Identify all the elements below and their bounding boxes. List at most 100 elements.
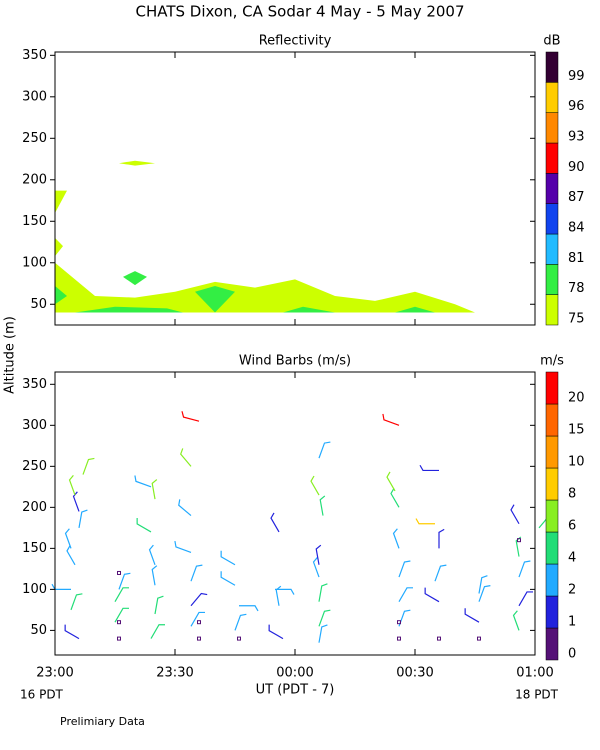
colorbar-tick-label: 6 xyxy=(568,519,576,534)
x-tick-label: 00:30 xyxy=(396,666,433,681)
colorbar-tick-label: 81 xyxy=(568,251,585,266)
wind-barb xyxy=(478,585,491,602)
wind-barb xyxy=(318,624,328,643)
wind-barb xyxy=(220,550,236,566)
y-tick-label: 50 xyxy=(30,297,47,312)
colorbar-tick-label: 8 xyxy=(568,487,576,502)
colorbar-tick-label: 87 xyxy=(568,190,585,205)
wind-barb xyxy=(434,564,447,582)
colorbar-box xyxy=(545,173,559,204)
plot-frame xyxy=(54,371,536,656)
colorbar-box xyxy=(545,467,559,501)
wind-barb xyxy=(220,571,236,586)
x-axis-label: UT (PDT - 7) xyxy=(256,683,335,698)
colorbar-tick-label: 75 xyxy=(568,312,585,327)
colorbar-tick-label: 1 xyxy=(568,615,576,630)
contour-area xyxy=(55,237,63,257)
colorbar-box xyxy=(545,371,559,405)
wind-barb xyxy=(181,411,200,422)
wind-barb xyxy=(386,471,396,492)
wind-barb xyxy=(134,475,152,488)
colorbar-box xyxy=(545,264,559,295)
wind-barb xyxy=(154,595,164,615)
wind-barb xyxy=(118,572,131,590)
colorbar-tick-label: 10 xyxy=(568,455,585,470)
wind-barb xyxy=(234,613,247,631)
colorbar-box xyxy=(545,233,559,265)
wind-barb xyxy=(510,504,520,525)
y-axis-label: Altitude (m) xyxy=(3,316,18,394)
y-tick-label: 250 xyxy=(22,131,47,146)
y-tick-label: 300 xyxy=(22,418,47,433)
calm-marker xyxy=(237,636,241,641)
panel-title: Reflectivity xyxy=(259,34,332,49)
colorbar-tick-label: 96 xyxy=(568,99,585,114)
wind-barb xyxy=(68,475,76,496)
calm-marker xyxy=(197,636,201,641)
colorbar-tick-label: 20 xyxy=(568,391,585,406)
colorbar-tick-label: 2 xyxy=(568,583,576,598)
y-tick-label: 50 xyxy=(30,623,47,638)
y-tick-label: 150 xyxy=(22,214,47,229)
wind-barb xyxy=(478,575,488,594)
calm-marker xyxy=(117,620,121,625)
colorbar-label: dB xyxy=(543,34,560,49)
wind-barb xyxy=(315,544,322,565)
colorbar-tick-label: 0 xyxy=(568,647,576,662)
y-tick-label: 300 xyxy=(22,89,47,104)
wind-barb xyxy=(190,564,203,582)
contour-area xyxy=(119,160,155,166)
contour-area xyxy=(55,190,67,213)
wind-barb xyxy=(70,593,83,611)
colorbar-box xyxy=(545,403,559,437)
x-tick-label: 00:00 xyxy=(276,666,313,681)
wind-barb xyxy=(190,592,208,607)
wind-barb xyxy=(82,457,95,475)
page-title: CHATS Dixon, CA Sodar 4 May - 5 May 2007 xyxy=(135,3,464,21)
contour-area xyxy=(55,262,475,313)
colorbar-box xyxy=(545,595,559,629)
calm-marker xyxy=(517,538,521,543)
y-tick-label: 250 xyxy=(22,459,47,474)
wind-barb xyxy=(318,609,331,627)
colorbar-tick-label: 15 xyxy=(568,423,585,438)
wind-barb xyxy=(180,448,192,467)
y-tick-label: 150 xyxy=(22,541,47,556)
colorbar-tick-label: 84 xyxy=(568,221,585,236)
wind-barb xyxy=(114,587,129,602)
wind-barb xyxy=(64,624,80,640)
wind-barb xyxy=(512,610,520,631)
wind-barb xyxy=(312,557,320,578)
wind-barb xyxy=(64,528,72,549)
wind-barb xyxy=(392,528,400,549)
contour-area xyxy=(55,286,67,305)
wind-barb xyxy=(518,560,531,578)
y-tick-label: 200 xyxy=(22,172,47,187)
wind-barb xyxy=(438,528,445,549)
wind-barb xyxy=(136,517,152,533)
wind-barb xyxy=(310,475,320,496)
colorbar-box xyxy=(545,82,559,113)
wind-barb xyxy=(275,585,282,606)
wind-barb xyxy=(150,624,165,639)
colorbar-box xyxy=(545,435,559,469)
wind-barb xyxy=(151,479,158,500)
wind-barb xyxy=(398,587,413,602)
wind-barb xyxy=(398,560,411,578)
contour-area xyxy=(283,306,335,313)
wind-barb xyxy=(318,441,331,459)
calm-marker xyxy=(477,636,481,641)
wind-barb xyxy=(72,491,80,512)
colorbar-box xyxy=(545,51,559,83)
colorbar-box xyxy=(545,499,559,533)
colorbar-box xyxy=(545,563,559,597)
wind-barb xyxy=(415,518,435,525)
panel-title: Wind Barbs (m/s) xyxy=(239,354,351,369)
colorbar-tick-label: 4 xyxy=(568,551,576,566)
y-tick-label: 350 xyxy=(22,377,47,392)
x-tick-label: 23:00 xyxy=(36,666,73,681)
x-sublabel: 18 PDT xyxy=(515,688,559,702)
colorbar-tick-label: 78 xyxy=(568,281,585,296)
colorbar-box xyxy=(545,627,559,661)
